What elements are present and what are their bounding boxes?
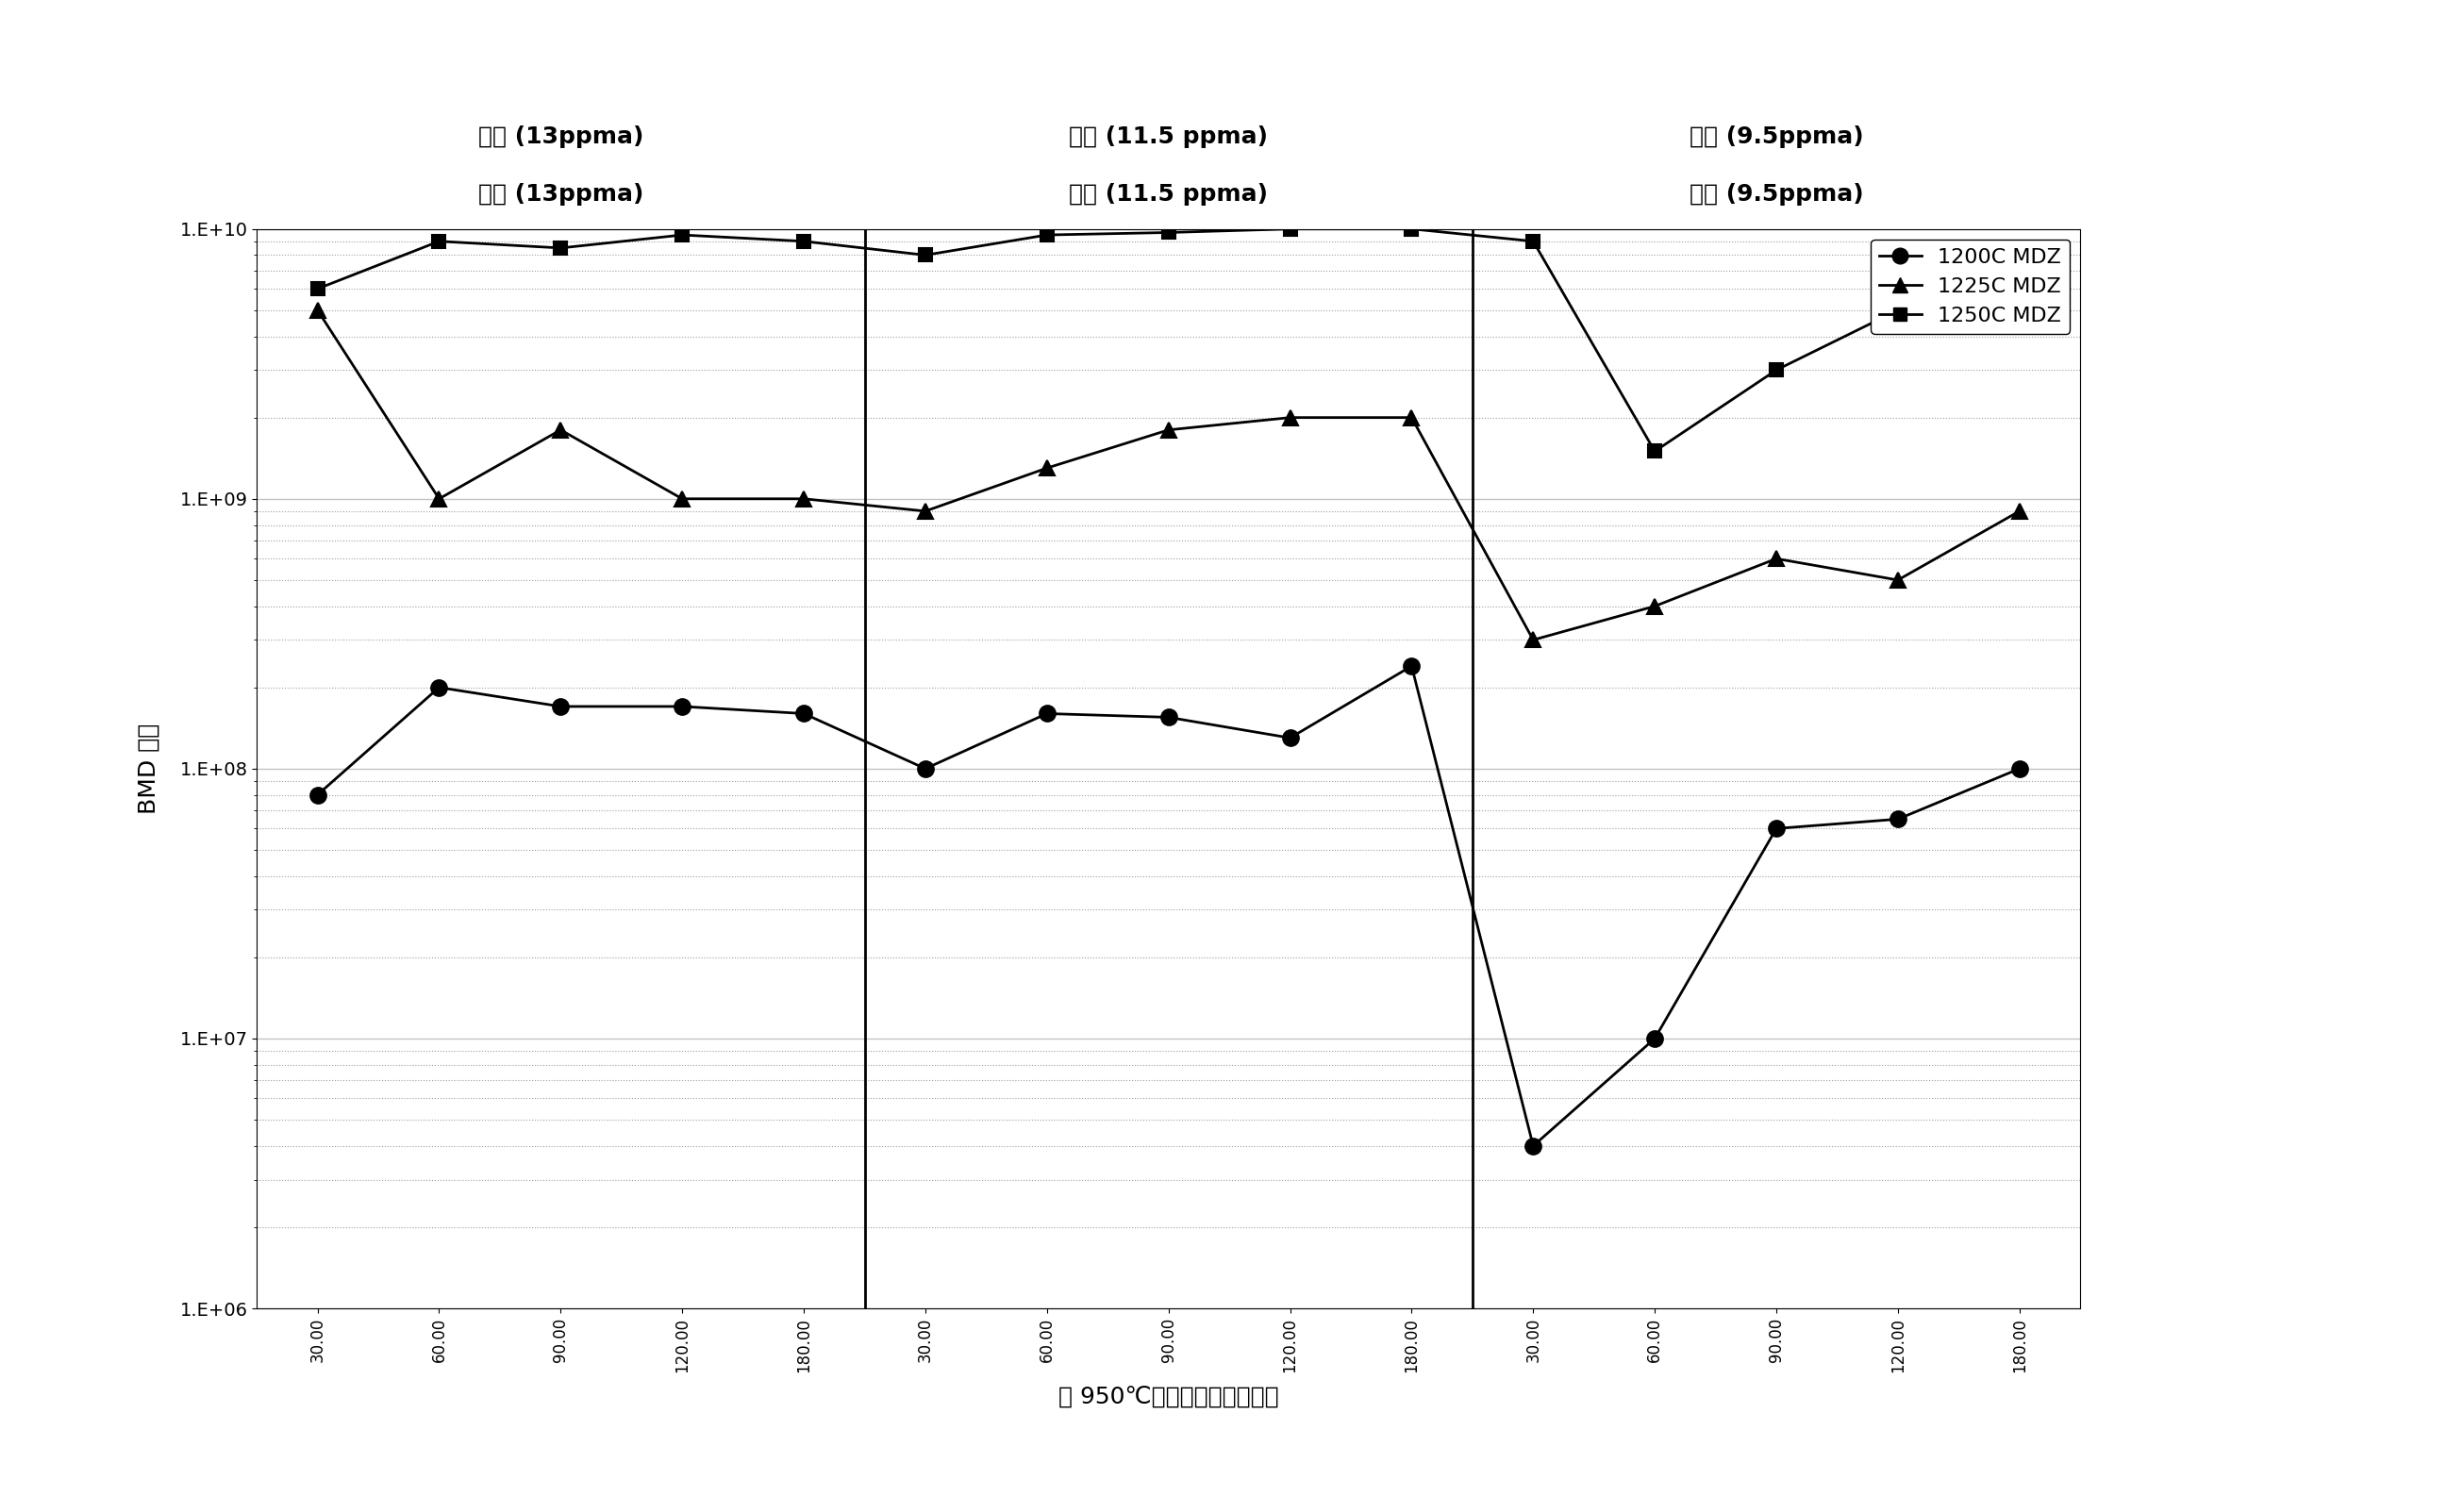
1250C MDZ xyxy=(912,246,941,263)
1250C MDZ xyxy=(303,280,333,298)
1225C MDZ xyxy=(1762,549,1791,567)
1225C MDZ xyxy=(1518,630,1547,648)
1200C MDZ xyxy=(1641,1030,1671,1048)
1200C MDZ xyxy=(1762,819,1791,837)
1200C MDZ xyxy=(912,759,941,777)
1225C MDZ xyxy=(2006,501,2035,519)
X-axis label: 在 950℃下的退火时间（分）: 在 950℃下的退火时间（分） xyxy=(1060,1385,1279,1409)
1225C MDZ xyxy=(788,490,818,507)
Text: 高氧 (13ppma): 高氧 (13ppma) xyxy=(478,183,643,205)
1250C MDZ xyxy=(2006,280,2035,298)
1225C MDZ xyxy=(1882,570,1912,588)
1250C MDZ xyxy=(1153,223,1183,241)
Line: 1225C MDZ: 1225C MDZ xyxy=(310,302,2028,648)
1250C MDZ xyxy=(1518,232,1547,250)
1225C MDZ xyxy=(1032,460,1062,478)
Y-axis label: BMD 密度: BMD 密度 xyxy=(138,723,160,814)
1200C MDZ xyxy=(424,678,453,696)
1200C MDZ xyxy=(303,786,333,804)
1250C MDZ xyxy=(788,232,818,250)
1225C MDZ xyxy=(303,301,333,319)
1250C MDZ xyxy=(668,226,697,244)
1250C MDZ xyxy=(1762,361,1791,379)
Text: 高氧 (13ppma): 高氧 (13ppma) xyxy=(478,126,643,148)
1225C MDZ xyxy=(424,490,453,507)
1225C MDZ xyxy=(1153,421,1183,439)
1250C MDZ xyxy=(1882,301,1912,319)
1225C MDZ xyxy=(1641,597,1671,615)
1225C MDZ xyxy=(668,490,697,507)
Text: 中氧 (11.5 ppma): 中氧 (11.5 ppma) xyxy=(1069,183,1269,205)
1225C MDZ xyxy=(1276,409,1306,427)
Line: 1250C MDZ: 1250C MDZ xyxy=(310,223,2025,458)
1200C MDZ xyxy=(2006,759,2035,777)
Text: 低氧 (9.5ppma): 低氧 (9.5ppma) xyxy=(1690,183,1863,205)
1200C MDZ xyxy=(1153,708,1183,726)
1250C MDZ xyxy=(424,232,453,250)
1200C MDZ xyxy=(547,698,577,716)
1225C MDZ xyxy=(547,421,577,439)
Text: 中氧 (11.5 ppma): 中氧 (11.5 ppma) xyxy=(1069,126,1269,148)
Text: 低氧 (9.5ppma): 低氧 (9.5ppma) xyxy=(1690,126,1863,148)
1250C MDZ xyxy=(1276,220,1306,238)
1225C MDZ xyxy=(912,501,941,519)
1200C MDZ xyxy=(1518,1136,1547,1154)
1200C MDZ xyxy=(668,698,697,716)
1200C MDZ xyxy=(1397,657,1427,675)
1200C MDZ xyxy=(1276,729,1306,747)
Legend: 1200C MDZ, 1225C MDZ, 1250C MDZ: 1200C MDZ, 1225C MDZ, 1250C MDZ xyxy=(1870,240,2070,334)
1250C MDZ xyxy=(1397,220,1427,238)
1200C MDZ xyxy=(788,705,818,723)
1250C MDZ xyxy=(1032,226,1062,244)
1200C MDZ xyxy=(1882,810,1912,828)
1225C MDZ xyxy=(1397,409,1427,427)
Line: 1200C MDZ: 1200C MDZ xyxy=(310,659,2028,1154)
1250C MDZ xyxy=(1641,442,1671,460)
1250C MDZ xyxy=(547,240,577,257)
1200C MDZ xyxy=(1032,705,1062,723)
